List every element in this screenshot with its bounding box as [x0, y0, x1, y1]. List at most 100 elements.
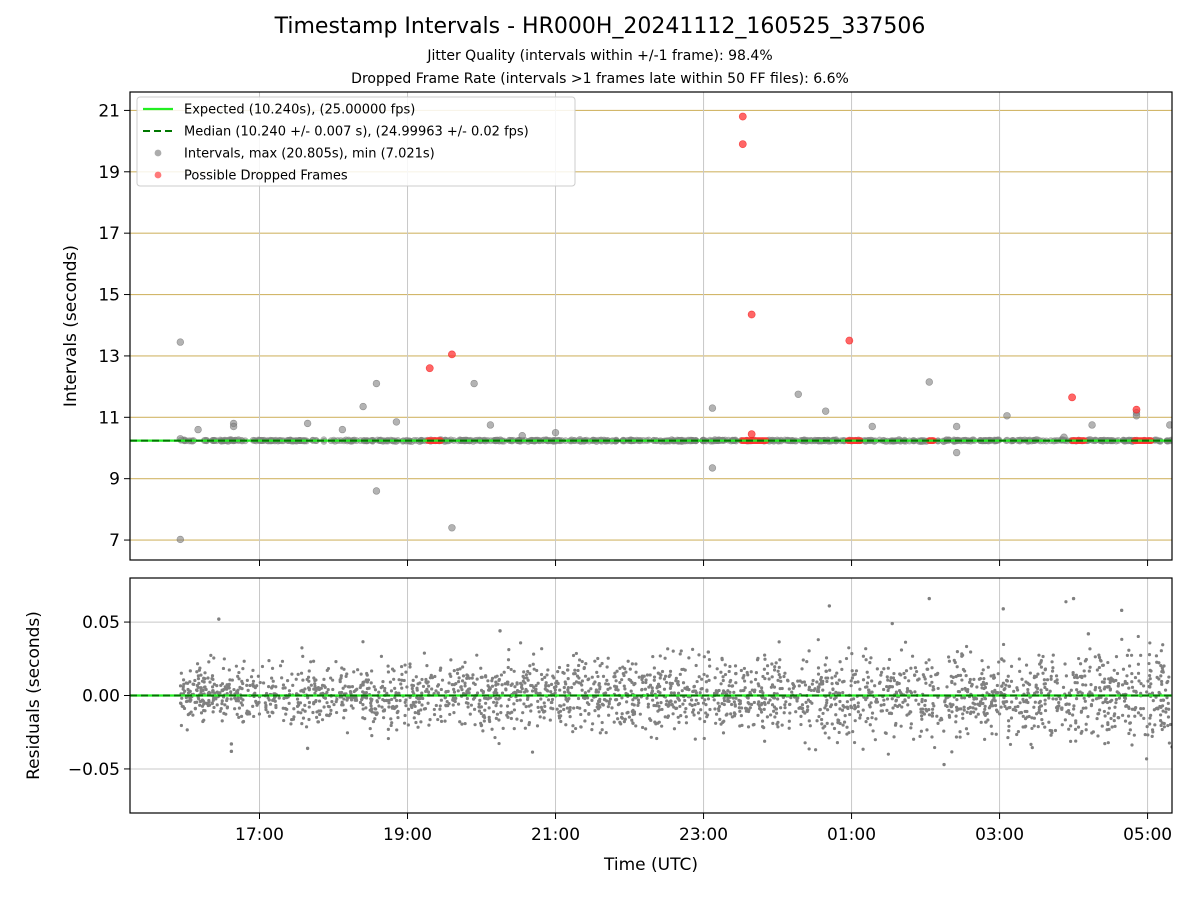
residual-point	[557, 665, 562, 670]
residual-point	[838, 699, 842, 704]
residual-point	[1088, 665, 1092, 669]
residual-point	[774, 711, 779, 715]
residual-point	[207, 690, 211, 694]
residual-point	[1075, 676, 1079, 680]
residual-point	[1164, 710, 1168, 714]
residual-point	[698, 717, 702, 721]
residual-point	[543, 675, 547, 679]
residual-point	[804, 700, 808, 704]
residual-point	[644, 678, 648, 682]
residual-point	[181, 685, 185, 689]
residual-point	[605, 665, 609, 669]
residual-point	[553, 688, 557, 692]
residual-point	[575, 705, 579, 710]
residual-point	[828, 704, 833, 709]
residual-point	[438, 707, 442, 711]
residual-point	[692, 684, 697, 688]
residual-point	[1007, 724, 1011, 728]
residual-point	[258, 680, 262, 685]
residual-point	[539, 672, 544, 677]
residual-point	[309, 660, 313, 664]
residual-point	[199, 673, 203, 677]
residual-point	[447, 702, 451, 706]
residual-point	[373, 717, 377, 721]
residual-point	[663, 656, 667, 660]
residual-point	[982, 686, 986, 691]
residual-point	[1102, 680, 1106, 684]
residual-point	[342, 697, 346, 701]
residual-point	[382, 716, 386, 720]
residual-point	[331, 678, 335, 682]
residual-point	[1067, 727, 1071, 731]
residual-point	[960, 652, 964, 656]
residual-point	[893, 723, 898, 727]
residual-point	[1023, 725, 1027, 729]
residual-point	[320, 718, 325, 722]
residual-point	[691, 647, 695, 651]
residual-point	[924, 707, 928, 712]
residual-point	[181, 687, 185, 691]
residual-point	[815, 680, 819, 684]
residual-point	[316, 720, 320, 724]
residual-point	[379, 685, 383, 690]
residual-point	[1098, 673, 1102, 677]
residual-point	[993, 699, 997, 703]
residual-point	[620, 678, 624, 682]
dropped-frame-point	[1132, 405, 1141, 414]
residual-point	[890, 621, 894, 626]
residual-point	[708, 664, 712, 668]
residual-point	[770, 683, 775, 687]
residual-point	[237, 670, 241, 675]
residual-point	[999, 690, 1003, 695]
residual-point	[410, 686, 414, 691]
residual-point	[282, 696, 286, 700]
residual-point	[499, 711, 503, 715]
residual-point	[482, 719, 486, 723]
interval-point	[1003, 412, 1011, 420]
residual-point	[827, 604, 832, 608]
residual-point	[650, 686, 654, 690]
residual-point	[225, 686, 229, 690]
residual-point	[1162, 721, 1166, 726]
residual-point	[684, 721, 689, 725]
residual-point	[730, 702, 734, 707]
residual-point	[352, 696, 356, 700]
residual-point	[626, 710, 630, 715]
residual-point	[614, 685, 619, 689]
residual-point	[964, 727, 969, 731]
residual-point	[565, 668, 570, 672]
residual-point	[557, 716, 562, 720]
residual-point	[943, 699, 947, 703]
residual-point	[1086, 715, 1090, 719]
residual-point	[498, 629, 502, 633]
residual-point	[241, 681, 245, 686]
residual-point	[400, 672, 404, 676]
residual-point	[787, 687, 791, 691]
residual-point	[487, 715, 491, 719]
residual-point	[834, 690, 838, 694]
residual-point	[923, 703, 927, 708]
residual-point	[1139, 682, 1143, 686]
residual-point	[418, 681, 422, 685]
residual-point	[340, 703, 344, 707]
residual-point	[292, 715, 296, 719]
residual-point	[1023, 709, 1027, 714]
interval-point	[708, 464, 717, 472]
residual-point	[358, 685, 362, 690]
residual-point	[448, 712, 452, 717]
residual-point	[678, 652, 682, 656]
residual-point	[414, 720, 418, 725]
residual-point	[770, 662, 774, 666]
residual-point	[1146, 733, 1150, 737]
residual-point	[790, 690, 794, 694]
residual-point	[198, 703, 202, 707]
residual-point	[1084, 657, 1088, 662]
residual-point	[1105, 728, 1109, 732]
residual-point	[502, 670, 506, 674]
residual-point	[1120, 683, 1125, 687]
residual-point	[896, 704, 900, 709]
residual-point	[856, 680, 860, 684]
dropped-frame-point	[738, 112, 747, 121]
interval-point	[303, 419, 312, 428]
